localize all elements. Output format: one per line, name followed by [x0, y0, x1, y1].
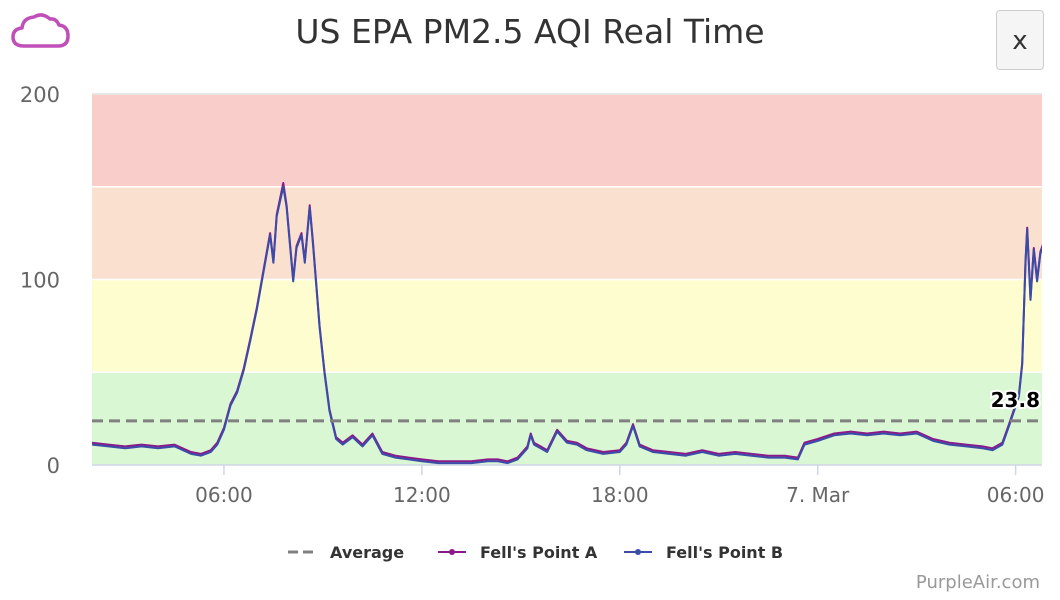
chart-title: US EPA PM2.5 AQI Real Time: [295, 12, 765, 51]
average-line-group: 23.8: [92, 386, 1042, 423]
x-tick-label: 06:00: [195, 483, 253, 507]
y-tick-label: 100: [20, 269, 60, 293]
aqi-band-2: [92, 186, 1042, 280]
legend: Average Fell's Point A Fell's Point B: [288, 543, 783, 562]
gridlines: [92, 93, 1042, 373]
x-tick-label: 06:00: [987, 483, 1045, 507]
aqi-bands: [92, 94, 1042, 465]
series-line-b: [92, 185, 1042, 465]
legend-series-b-label: Fell's Point B: [666, 543, 783, 562]
x-tick-label: 12:00: [393, 483, 451, 507]
legend-series-a-marker: [449, 549, 455, 555]
x-tick-label: 7. Mar: [786, 483, 850, 507]
aqi-band-1: [92, 279, 1042, 373]
y-tick-label: 200: [20, 83, 60, 107]
aqi-band-0: [92, 372, 1042, 465]
legend-series-b-marker: [635, 549, 641, 555]
average-value-label: 23.8: [991, 388, 1040, 412]
aqi-band-3: [92, 94, 1042, 187]
y-tick-label: 0: [47, 454, 60, 478]
legend-series-a-label: Fell's Point A: [480, 543, 598, 562]
legend-average-label: Average: [330, 543, 404, 562]
close-button[interactable]: x: [996, 10, 1044, 70]
credit-text: PurpleAir.com: [915, 572, 1040, 593]
axes: 06:00 12:00 18:00 7. Mar 06:00 0 100 200: [20, 83, 1045, 507]
series-lines: [92, 182, 1042, 465]
x-tick-label: 18:00: [591, 483, 649, 507]
purpleair-cloud-icon: [10, 10, 72, 56]
